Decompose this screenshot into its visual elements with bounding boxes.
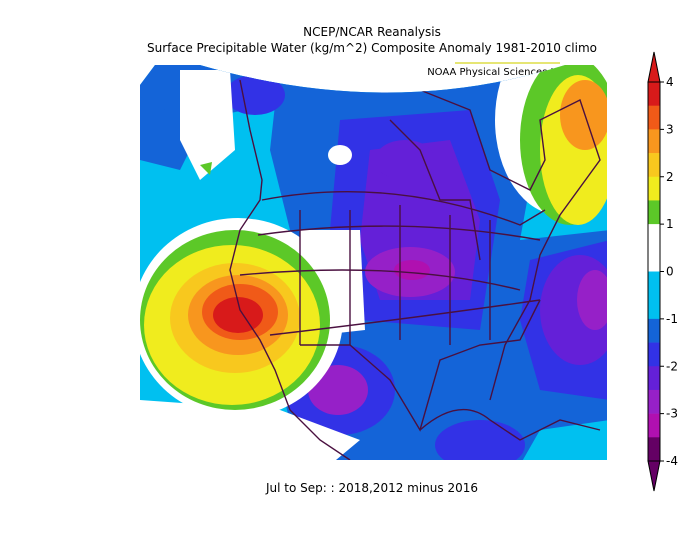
colorbar-segment (648, 366, 660, 391)
colorbar-segment (648, 224, 660, 249)
colorbar-segment (648, 437, 660, 462)
colorbar-segment (648, 176, 660, 201)
colorbar-segment (648, 271, 660, 296)
colorbar-tick-label: 4 (666, 75, 674, 89)
colorbar-segment (648, 200, 660, 225)
colorbar-segment (648, 247, 660, 272)
colorbar-tick-label: 1 (666, 217, 674, 231)
credit: NOAA Physical Sciences Laboratory (427, 67, 605, 78)
subtitle: Surface Precipitable Water (kg/m^2) Comp… (147, 41, 597, 55)
field-darkblue (225, 75, 285, 115)
field-neutral (140, 400, 360, 460)
colorbar-tick-label: 2 (666, 170, 674, 184)
field-darkblue (435, 420, 525, 460)
boundaries (229, 79, 601, 460)
title: NCEP/NCAR Reanalysis (303, 25, 441, 39)
colorbar-tick-label: -1 (666, 312, 678, 326)
colorbar-tick-label: -4 (666, 454, 678, 468)
colorbar-top-arrow (647, 51, 661, 83)
footer: Jul to Sep: : 2018,2012 minus 2016 (265, 481, 478, 495)
colorbar-segment (648, 295, 660, 320)
field-green (200, 162, 212, 175)
field-neutral (328, 145, 352, 165)
us-canada-border (261, 190, 546, 226)
colorbar-segment (648, 389, 660, 414)
colorbar-tick-label: -2 (666, 359, 678, 373)
colorbar-tick-label: 3 (666, 122, 674, 136)
field-purple (375, 140, 435, 180)
field-violet (577, 270, 607, 330)
anomaly-field (140, 65, 607, 460)
colorbar-bottom-arrow (647, 460, 661, 492)
colorbar: 4 3 2 1 0 -1 -2 -3 -4 (647, 51, 678, 492)
colorbar-tick-label: 0 (666, 265, 674, 279)
west-coast (229, 79, 291, 411)
colorbar-segment (648, 82, 660, 106)
mexico-caribbean (289, 408, 601, 460)
lakes-rivers (389, 119, 481, 261)
colorbar-segment (648, 342, 660, 367)
field-magenta (394, 260, 430, 280)
colorbar-segment (648, 153, 660, 178)
state-lines (299, 205, 491, 345)
field-neutral (180, 70, 235, 180)
field-red (213, 297, 263, 333)
east-coast (419, 89, 601, 401)
colorbar-segment (648, 413, 660, 438)
colorbar-tick-label: -3 (666, 407, 678, 421)
colorbar-segment (648, 105, 660, 130)
colorbar-segment (648, 129, 660, 154)
field-violet (308, 365, 368, 415)
colorbar-segment (648, 318, 660, 343)
